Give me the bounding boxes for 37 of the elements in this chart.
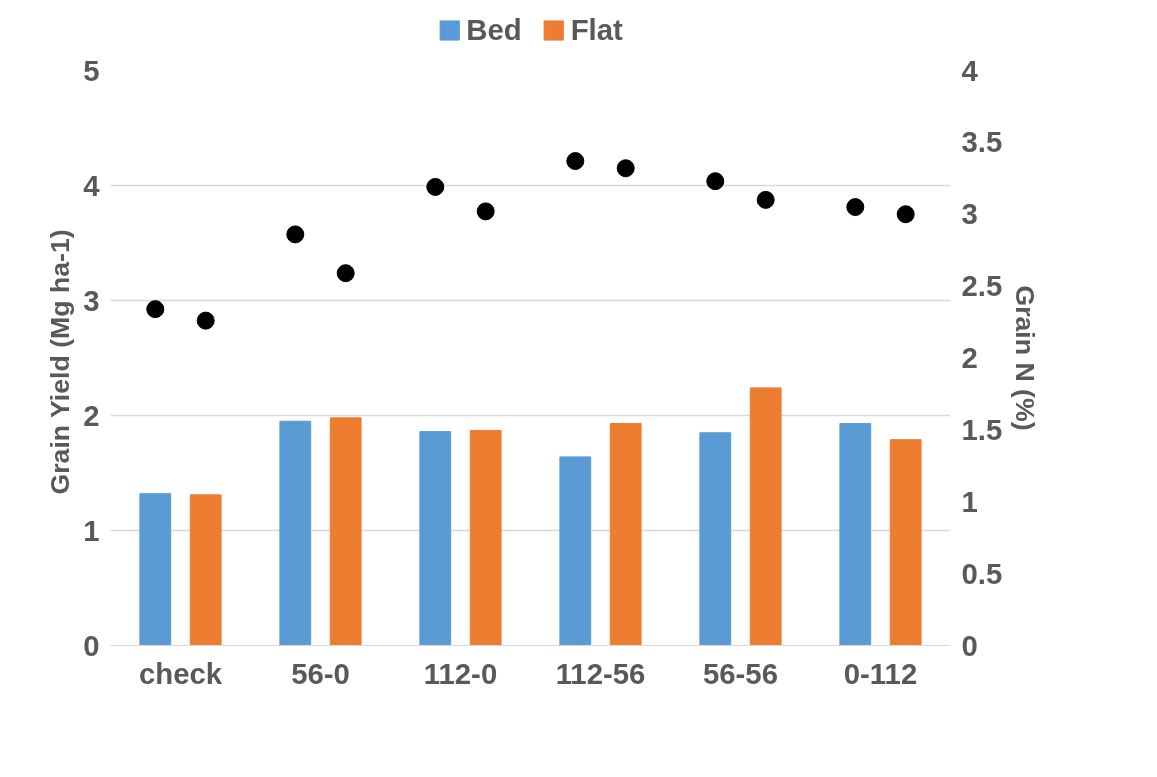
- legend-label: Bed: [466, 13, 522, 47]
- x-tick-label: 56-56: [702, 656, 779, 690]
- bar: [139, 493, 172, 646]
- y-tick-label: 2: [83, 398, 100, 432]
- x-tick-label: check: [138, 656, 223, 690]
- legend-label: Flat: [570, 13, 623, 47]
- y-tick-label: 4: [83, 168, 101, 202]
- bar: [749, 387, 782, 646]
- y2-tick-label: 0.5: [961, 556, 1003, 590]
- x-tick-label: 112-56: [555, 656, 646, 690]
- y-axis-title: Grain Yield (Mg ha-1): [45, 229, 76, 495]
- y2-axis-title: Grain N (%): [1010, 285, 1041, 431]
- y-tick-label: 0: [83, 628, 100, 662]
- y2-tick-label: 0: [961, 628, 978, 662]
- y-tick-label: 3: [83, 283, 100, 317]
- bar: [889, 439, 922, 646]
- y2-tick-label: 3: [961, 197, 978, 231]
- y2-tick-label: 2: [961, 341, 978, 374]
- bar: [699, 432, 732, 646]
- y2-tick-label: 4: [961, 53, 979, 87]
- y2-tick-label: 3.5: [961, 125, 1003, 159]
- bar: [469, 429, 502, 646]
- x-tick-label: 112-0: [423, 656, 498, 690]
- bar: [559, 456, 592, 646]
- bar: [419, 431, 452, 646]
- x-tick-label: 56-0: [291, 656, 350, 690]
- y2-tick-label: 2.5: [961, 269, 1003, 303]
- bar: [329, 417, 362, 646]
- x-tick-label: 0-112: [843, 656, 918, 690]
- y2-tick-label: 1.5: [961, 412, 1003, 446]
- y-tick-label: 1: [83, 513, 100, 547]
- bar: [839, 423, 872, 646]
- bar: [609, 423, 642, 646]
- bar: [279, 420, 312, 646]
- y-tick-label: 5: [83, 53, 100, 87]
- bar: [189, 494, 222, 646]
- y2-tick-label: 1: [961, 484, 978, 518]
